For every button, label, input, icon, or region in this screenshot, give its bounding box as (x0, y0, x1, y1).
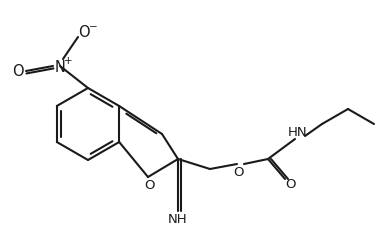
Text: O: O (233, 166, 243, 179)
Text: O: O (144, 179, 154, 192)
Text: NH: NH (168, 213, 188, 226)
Text: O: O (78, 25, 90, 39)
Text: O: O (12, 64, 24, 79)
Text: −: − (89, 22, 97, 32)
Text: O: O (285, 178, 295, 191)
Text: +: + (64, 56, 72, 66)
Text: HN: HN (288, 125, 308, 138)
Text: N: N (55, 59, 65, 74)
